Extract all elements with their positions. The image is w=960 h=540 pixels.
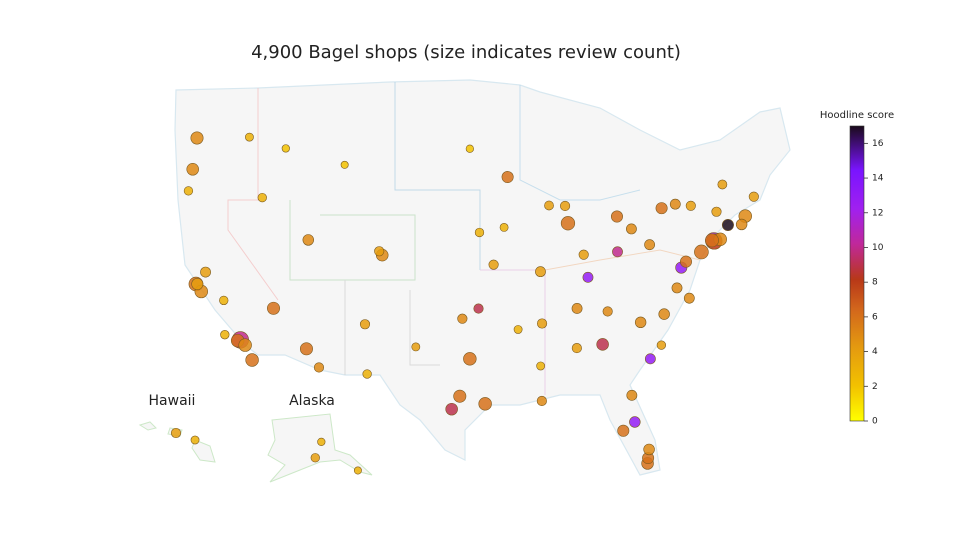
shop-marker — [353, 466, 362, 475]
colorbar-tick-label: 0 — [872, 417, 878, 427]
shop-marker — [359, 319, 371, 330]
shop-marker — [186, 163, 199, 176]
shop-marker — [170, 427, 182, 439]
shop-marker — [474, 227, 485, 238]
shop-marker — [267, 301, 280, 315]
shop-marker — [245, 132, 254, 142]
shop-marker — [644, 239, 656, 251]
shop-marker — [582, 271, 594, 283]
shop-marker — [721, 219, 734, 232]
shop-marker — [465, 144, 474, 153]
shop-marker — [643, 443, 655, 456]
shop-marker — [685, 200, 696, 211]
shop-marker — [299, 342, 313, 356]
shop-marker — [602, 306, 613, 317]
shop-marker — [499, 223, 509, 232]
shop-marker — [362, 369, 372, 379]
shop-marker — [705, 233, 719, 248]
shop-marker — [711, 206, 722, 217]
shop-marker — [191, 278, 204, 291]
inset-label: Hawaii — [149, 393, 196, 409]
shop-marker — [501, 171, 514, 184]
colorbar-tick-label: 6 — [872, 312, 878, 322]
shop-marker — [617, 424, 630, 437]
shop-marker — [683, 292, 695, 304]
shop-marker — [537, 318, 548, 329]
colorbar-tick-label: 2 — [872, 382, 878, 392]
shop-marker — [571, 343, 582, 354]
shop-marker — [626, 389, 638, 401]
shop-marker — [411, 342, 421, 352]
colorbar-tick-label: 12 — [872, 208, 883, 218]
shop-marker — [612, 246, 623, 258]
colorbar-tick-label: 4 — [872, 347, 878, 357]
shop-marker — [536, 361, 546, 371]
colorbar-tick-label: 10 — [872, 243, 884, 253]
chart-title: 4,900 Bagel shops (size indicates review… — [251, 42, 681, 63]
alaska — [267, 413, 373, 483]
shop-marker — [536, 395, 547, 407]
shop-marker — [281, 144, 290, 153]
shop-marker — [655, 202, 668, 215]
colorbar-tick-label: 16 — [872, 139, 884, 149]
shop-marker — [735, 218, 748, 231]
shop-marker — [596, 338, 609, 351]
shop-marker — [560, 216, 576, 231]
shop-marker — [513, 325, 523, 334]
shop-marker — [219, 295, 229, 306]
colorbar — [849, 125, 865, 422]
shop-marker — [257, 192, 267, 203]
colorbar-tick-label: 8 — [872, 278, 878, 288]
shop-marker — [694, 244, 709, 260]
hawaii — [138, 421, 216, 463]
inset-label: Alaska — [289, 393, 335, 409]
shop-marker — [669, 198, 681, 210]
shop-marker — [445, 402, 458, 416]
shop-marker — [629, 416, 641, 428]
shop-marker — [658, 308, 670, 320]
shop-marker — [578, 249, 589, 260]
shop-marker — [310, 453, 320, 463]
colorbar-tick-label: 14 — [872, 174, 884, 184]
basemap — [138, 79, 791, 483]
shop-marker — [374, 246, 385, 257]
contiguous-us — [174, 79, 791, 476]
shop-marker — [634, 316, 647, 329]
shop-marker — [680, 255, 692, 268]
shop-marker — [302, 234, 314, 246]
shop-marker — [644, 353, 656, 365]
shop-marker — [610, 210, 623, 223]
shop-marker — [238, 338, 252, 352]
shop-marker — [535, 266, 546, 278]
colorbar-title: Hoodline score — [820, 110, 894, 121]
shop-marker — [478, 397, 492, 411]
shop-marker — [245, 353, 259, 367]
state-lines — [227, 82, 701, 395]
points — [170, 131, 759, 475]
shop-marker — [717, 179, 728, 190]
shop-marker — [560, 200, 571, 211]
shop-marker — [463, 352, 477, 366]
shop-marker — [220, 330, 230, 340]
shop-marker — [671, 282, 683, 294]
shop-marker — [544, 200, 554, 211]
shop-marker — [488, 259, 499, 270]
shop-marker — [200, 266, 211, 278]
shop-marker — [748, 191, 759, 202]
shop-marker — [340, 160, 349, 169]
shop-marker — [190, 435, 200, 445]
shop-marker — [457, 313, 468, 324]
shop-marker — [313, 362, 325, 373]
shop-marker — [656, 340, 667, 350]
shop-marker — [453, 389, 467, 403]
shop-marker — [626, 223, 637, 235]
shop-marker — [190, 131, 204, 145]
shop-marker — [317, 437, 326, 446]
shop-marker — [571, 303, 583, 314]
shop-marker — [183, 186, 194, 196]
shop-marker — [473, 303, 484, 314]
